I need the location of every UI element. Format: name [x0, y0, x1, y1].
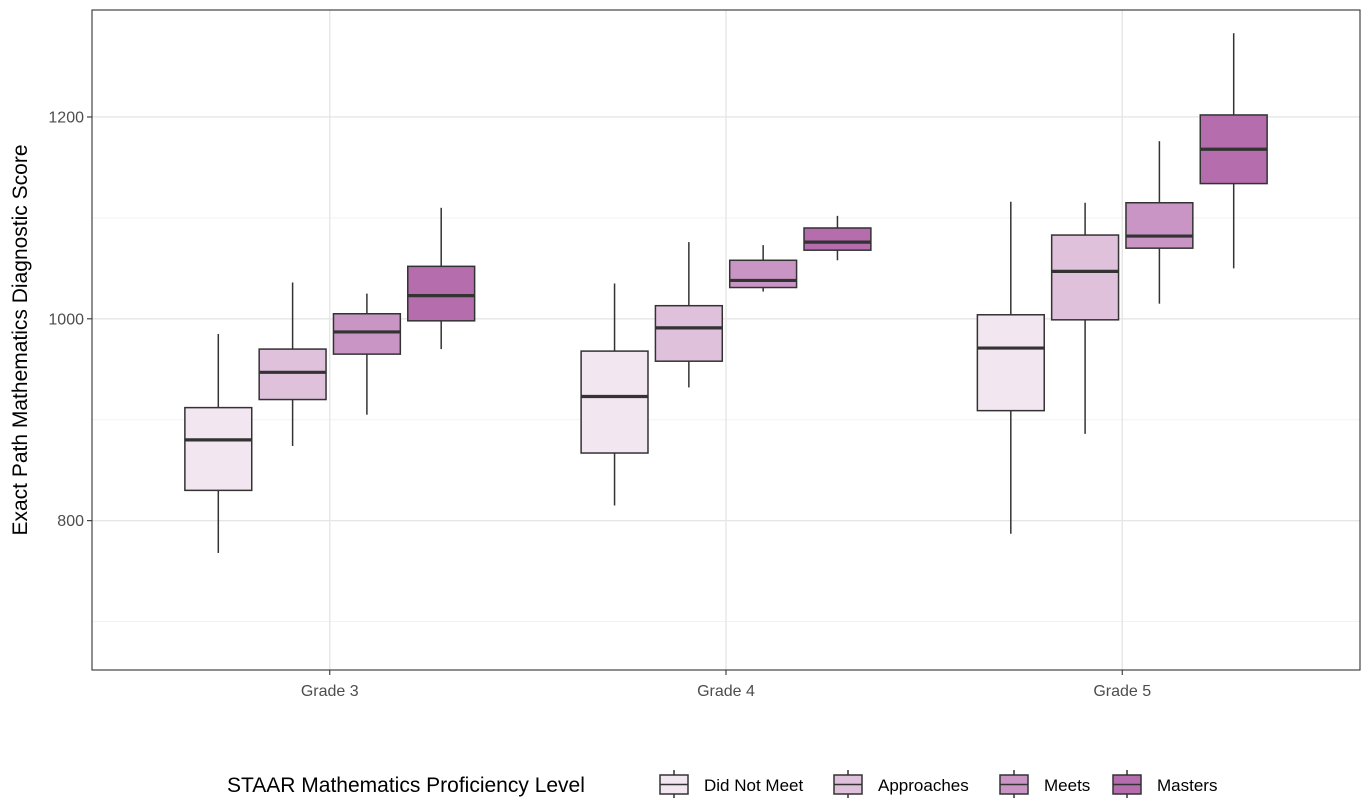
box-meets-1 — [332, 293, 402, 415]
box-masters-1 — [407, 207, 476, 350]
box-body — [803, 227, 872, 251]
box-meets-3 — [1125, 141, 1194, 304]
box-approaches-3 — [1050, 202, 1120, 434]
legend-label: Approaches — [878, 776, 969, 795]
box-body — [332, 313, 402, 355]
x-axis: Grade 3 Grade 4 Grade 5 — [301, 670, 1151, 700]
legend-title: STAAR Mathematics Proficiency Level — [227, 774, 585, 797]
box-body — [1050, 234, 1120, 321]
box-body — [184, 406, 253, 492]
legend: STAAR Mathematics Proficiency Level Did … — [227, 770, 1217, 798]
y-axis-title: Exact Path Mathematics Diagnostic Score — [9, 144, 32, 535]
box-did-not-meet-1 — [184, 333, 253, 553]
box-body — [580, 350, 649, 454]
box-approaches-2 — [654, 242, 724, 388]
x-tick-label: Grade 4 — [697, 683, 755, 700]
box-body — [1125, 202, 1194, 249]
legend-label: Meets — [1044, 776, 1090, 795]
y-tick-label: 800 — [57, 513, 84, 530]
legend-item-masters: Masters — [1112, 770, 1217, 798]
legend-item-meets: Meets — [999, 770, 1090, 798]
legend-label: Masters — [1157, 776, 1217, 795]
box-did-not-meet-3 — [976, 201, 1045, 534]
legend-item-approaches: Approaches — [833, 770, 969, 798]
box-body — [258, 348, 327, 401]
x-tick-label: Grade 3 — [301, 683, 359, 700]
box-body — [654, 304, 724, 362]
box-meets-2 — [728, 245, 798, 292]
legend-label: Did Not Meet — [704, 776, 803, 795]
y-axis: 800 1000 1200 — [48, 109, 92, 530]
y-tick-label: 1200 — [48, 109, 84, 126]
box-masters-2 — [803, 215, 872, 261]
box-body — [976, 314, 1045, 412]
box-did-not-meet-2 — [580, 283, 649, 506]
grid-layer — [92, 10, 1360, 670]
box-body — [407, 265, 476, 322]
y-tick-label: 1000 — [48, 311, 84, 328]
box-masters-3 — [1199, 33, 1268, 269]
legend-item-did-not-meet: Did Not Meet — [659, 770, 803, 798]
box-approaches-1 — [258, 282, 327, 446]
box-layer — [184, 33, 1268, 553]
box-body — [728, 259, 798, 289]
x-tick-label: Grade 5 — [1093, 683, 1151, 700]
